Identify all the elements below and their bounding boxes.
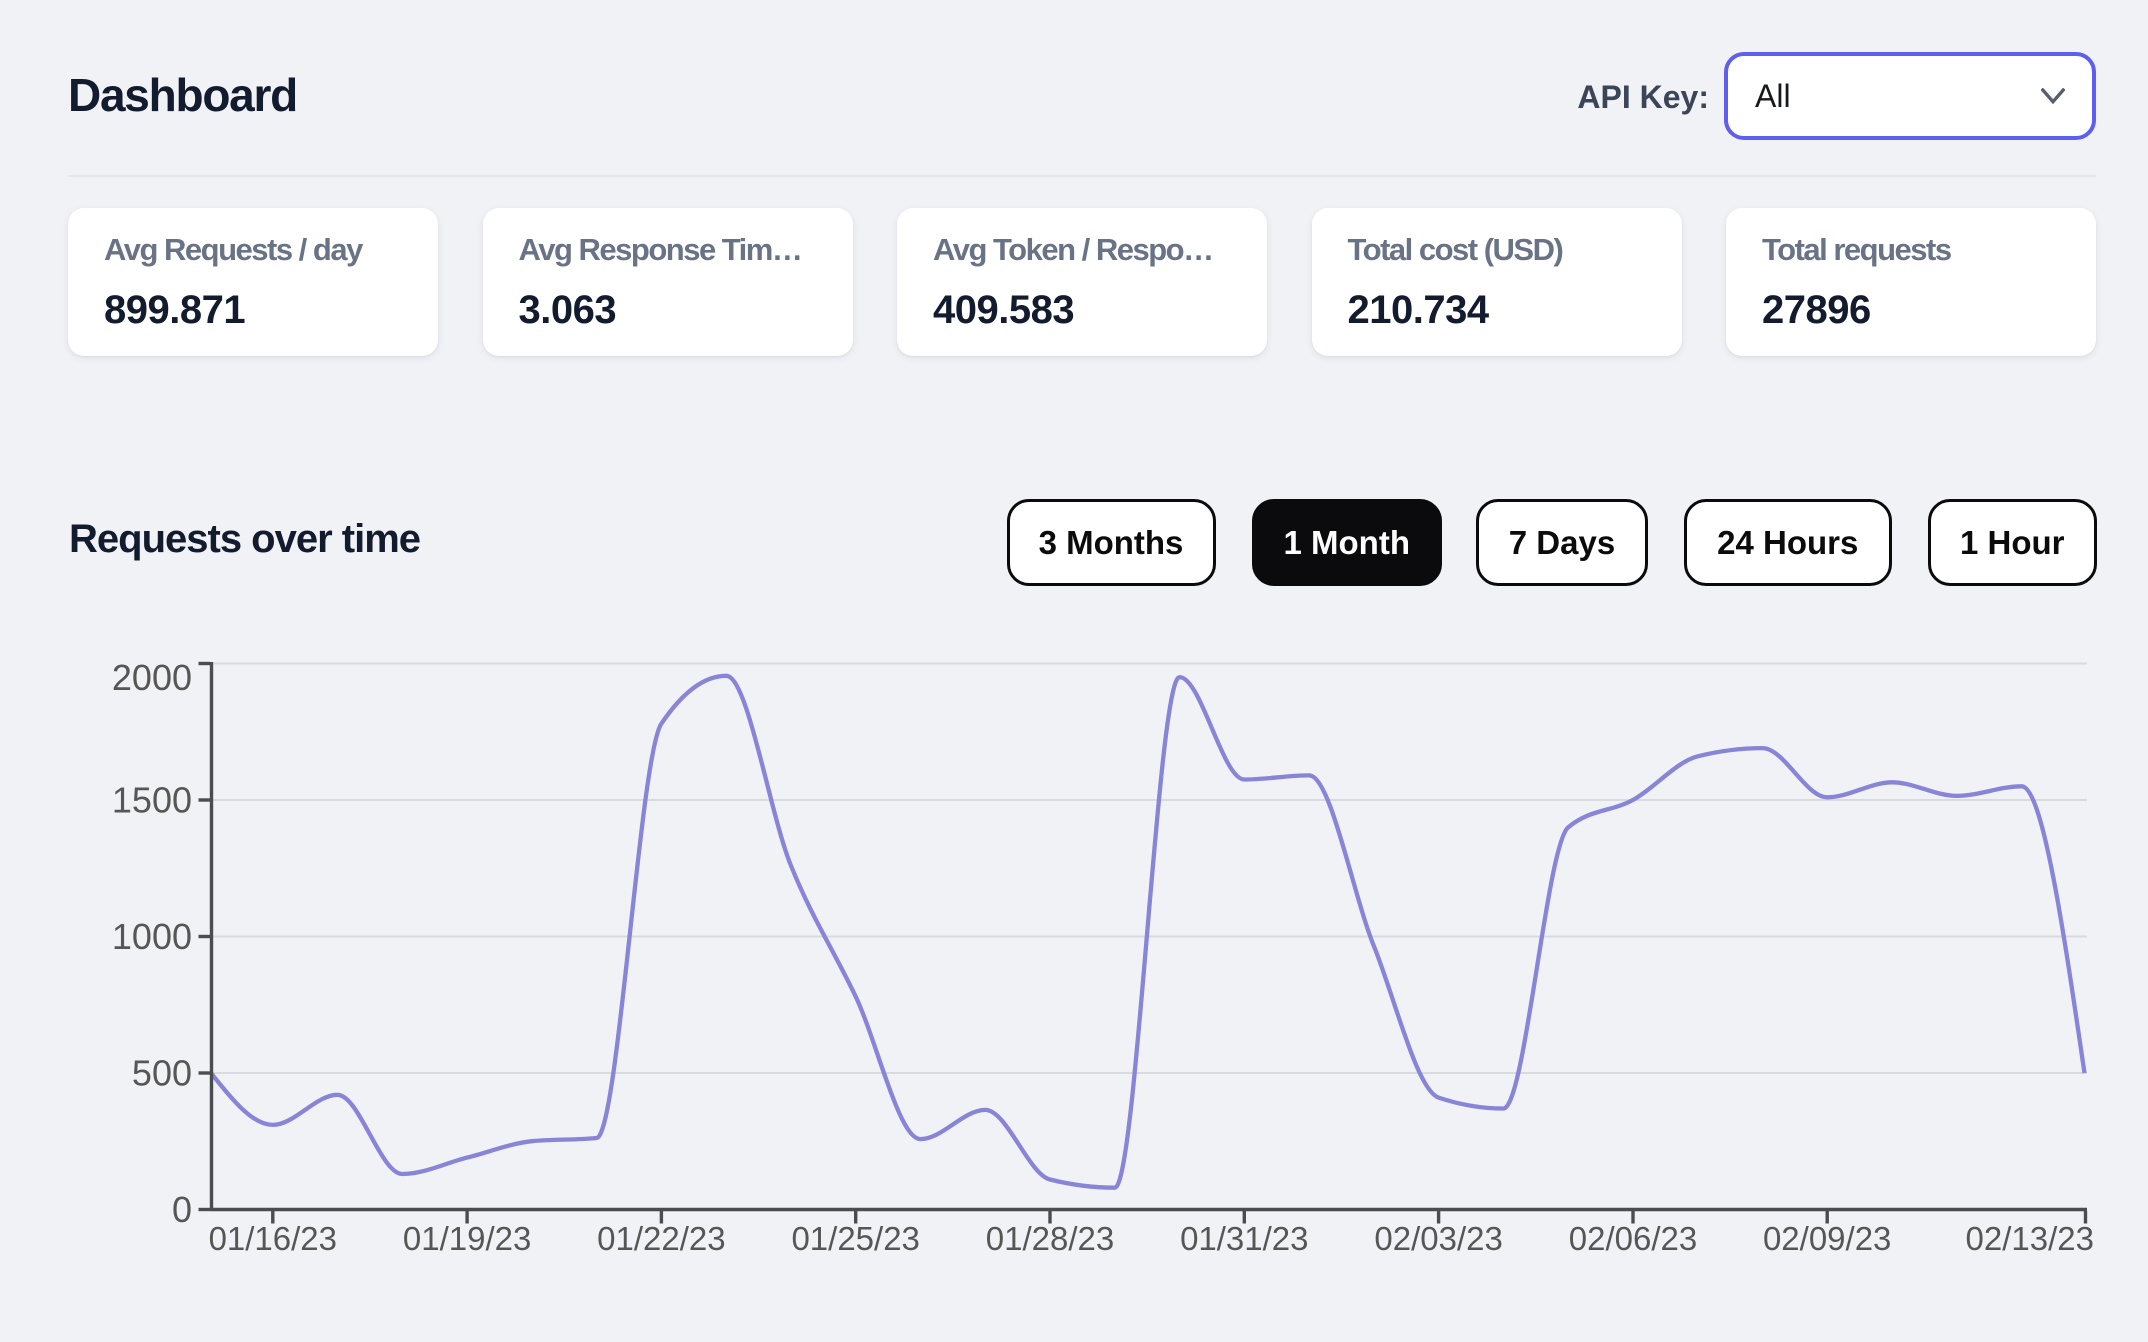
svg-text:01/28/23: 01/28/23 bbox=[986, 1220, 1114, 1257]
svg-text:02/09/23: 02/09/23 bbox=[1763, 1220, 1891, 1257]
svg-text:2000: 2000 bbox=[112, 657, 192, 698]
svg-text:01/31/23: 01/31/23 bbox=[1180, 1220, 1308, 1257]
svg-text:02/06/23: 02/06/23 bbox=[1569, 1220, 1697, 1257]
svg-text:01/19/23: 01/19/23 bbox=[403, 1220, 531, 1257]
svg-text:1500: 1500 bbox=[112, 780, 192, 821]
svg-text:0: 0 bbox=[172, 1189, 192, 1230]
svg-text:1000: 1000 bbox=[112, 916, 192, 957]
svg-text:500: 500 bbox=[132, 1053, 192, 1094]
svg-text:01/16/23: 01/16/23 bbox=[209, 1220, 337, 1257]
svg-text:02/13/23: 02/13/23 bbox=[1966, 1220, 2094, 1257]
svg-text:01/25/23: 01/25/23 bbox=[791, 1220, 919, 1257]
svg-text:01/22/23: 01/22/23 bbox=[597, 1220, 725, 1257]
svg-text:02/03/23: 02/03/23 bbox=[1374, 1220, 1502, 1257]
